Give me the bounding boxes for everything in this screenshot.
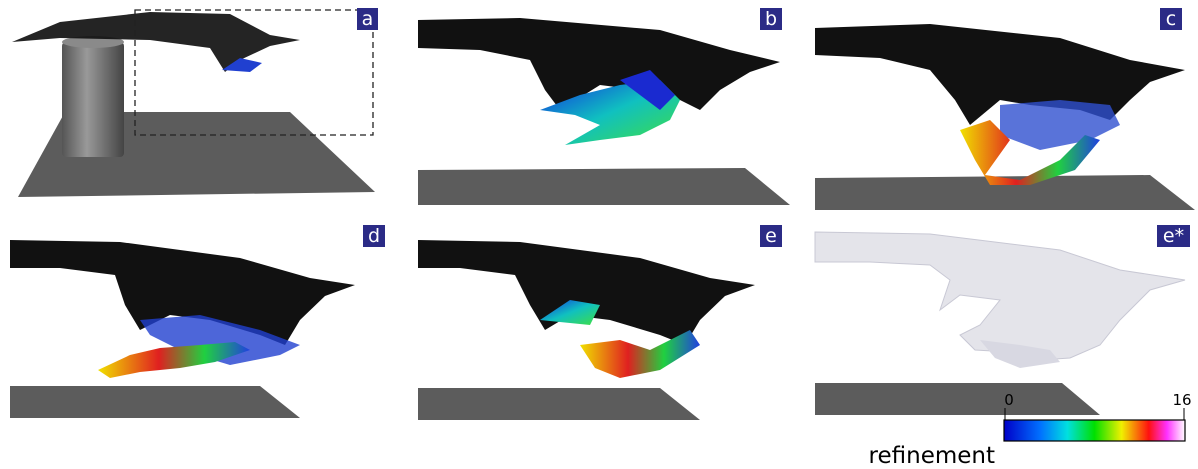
panel-a: a xyxy=(12,8,378,197)
colorbar-tick: 16 xyxy=(1172,391,1191,409)
panel-e: e xyxy=(418,225,782,420)
page: a b c d e xyxy=(0,0,1198,469)
colorbar-scale xyxy=(1004,420,1185,441)
panel-d: d xyxy=(10,225,385,418)
panel-label: e* xyxy=(1163,225,1184,247)
colorbar-tick: 0 xyxy=(1004,391,1014,409)
panel-label: b xyxy=(765,8,777,30)
panel-label: e xyxy=(765,225,777,247)
figure: a b c d e xyxy=(0,0,1198,469)
panel-label: a xyxy=(362,8,374,30)
panel-label: d xyxy=(368,225,380,247)
panel-c: c xyxy=(815,8,1195,210)
colorbar-title: refinement xyxy=(869,443,995,469)
panel-label: c xyxy=(1166,8,1176,30)
panel-e-star: e* xyxy=(815,225,1190,415)
panel-b: b xyxy=(418,8,790,205)
